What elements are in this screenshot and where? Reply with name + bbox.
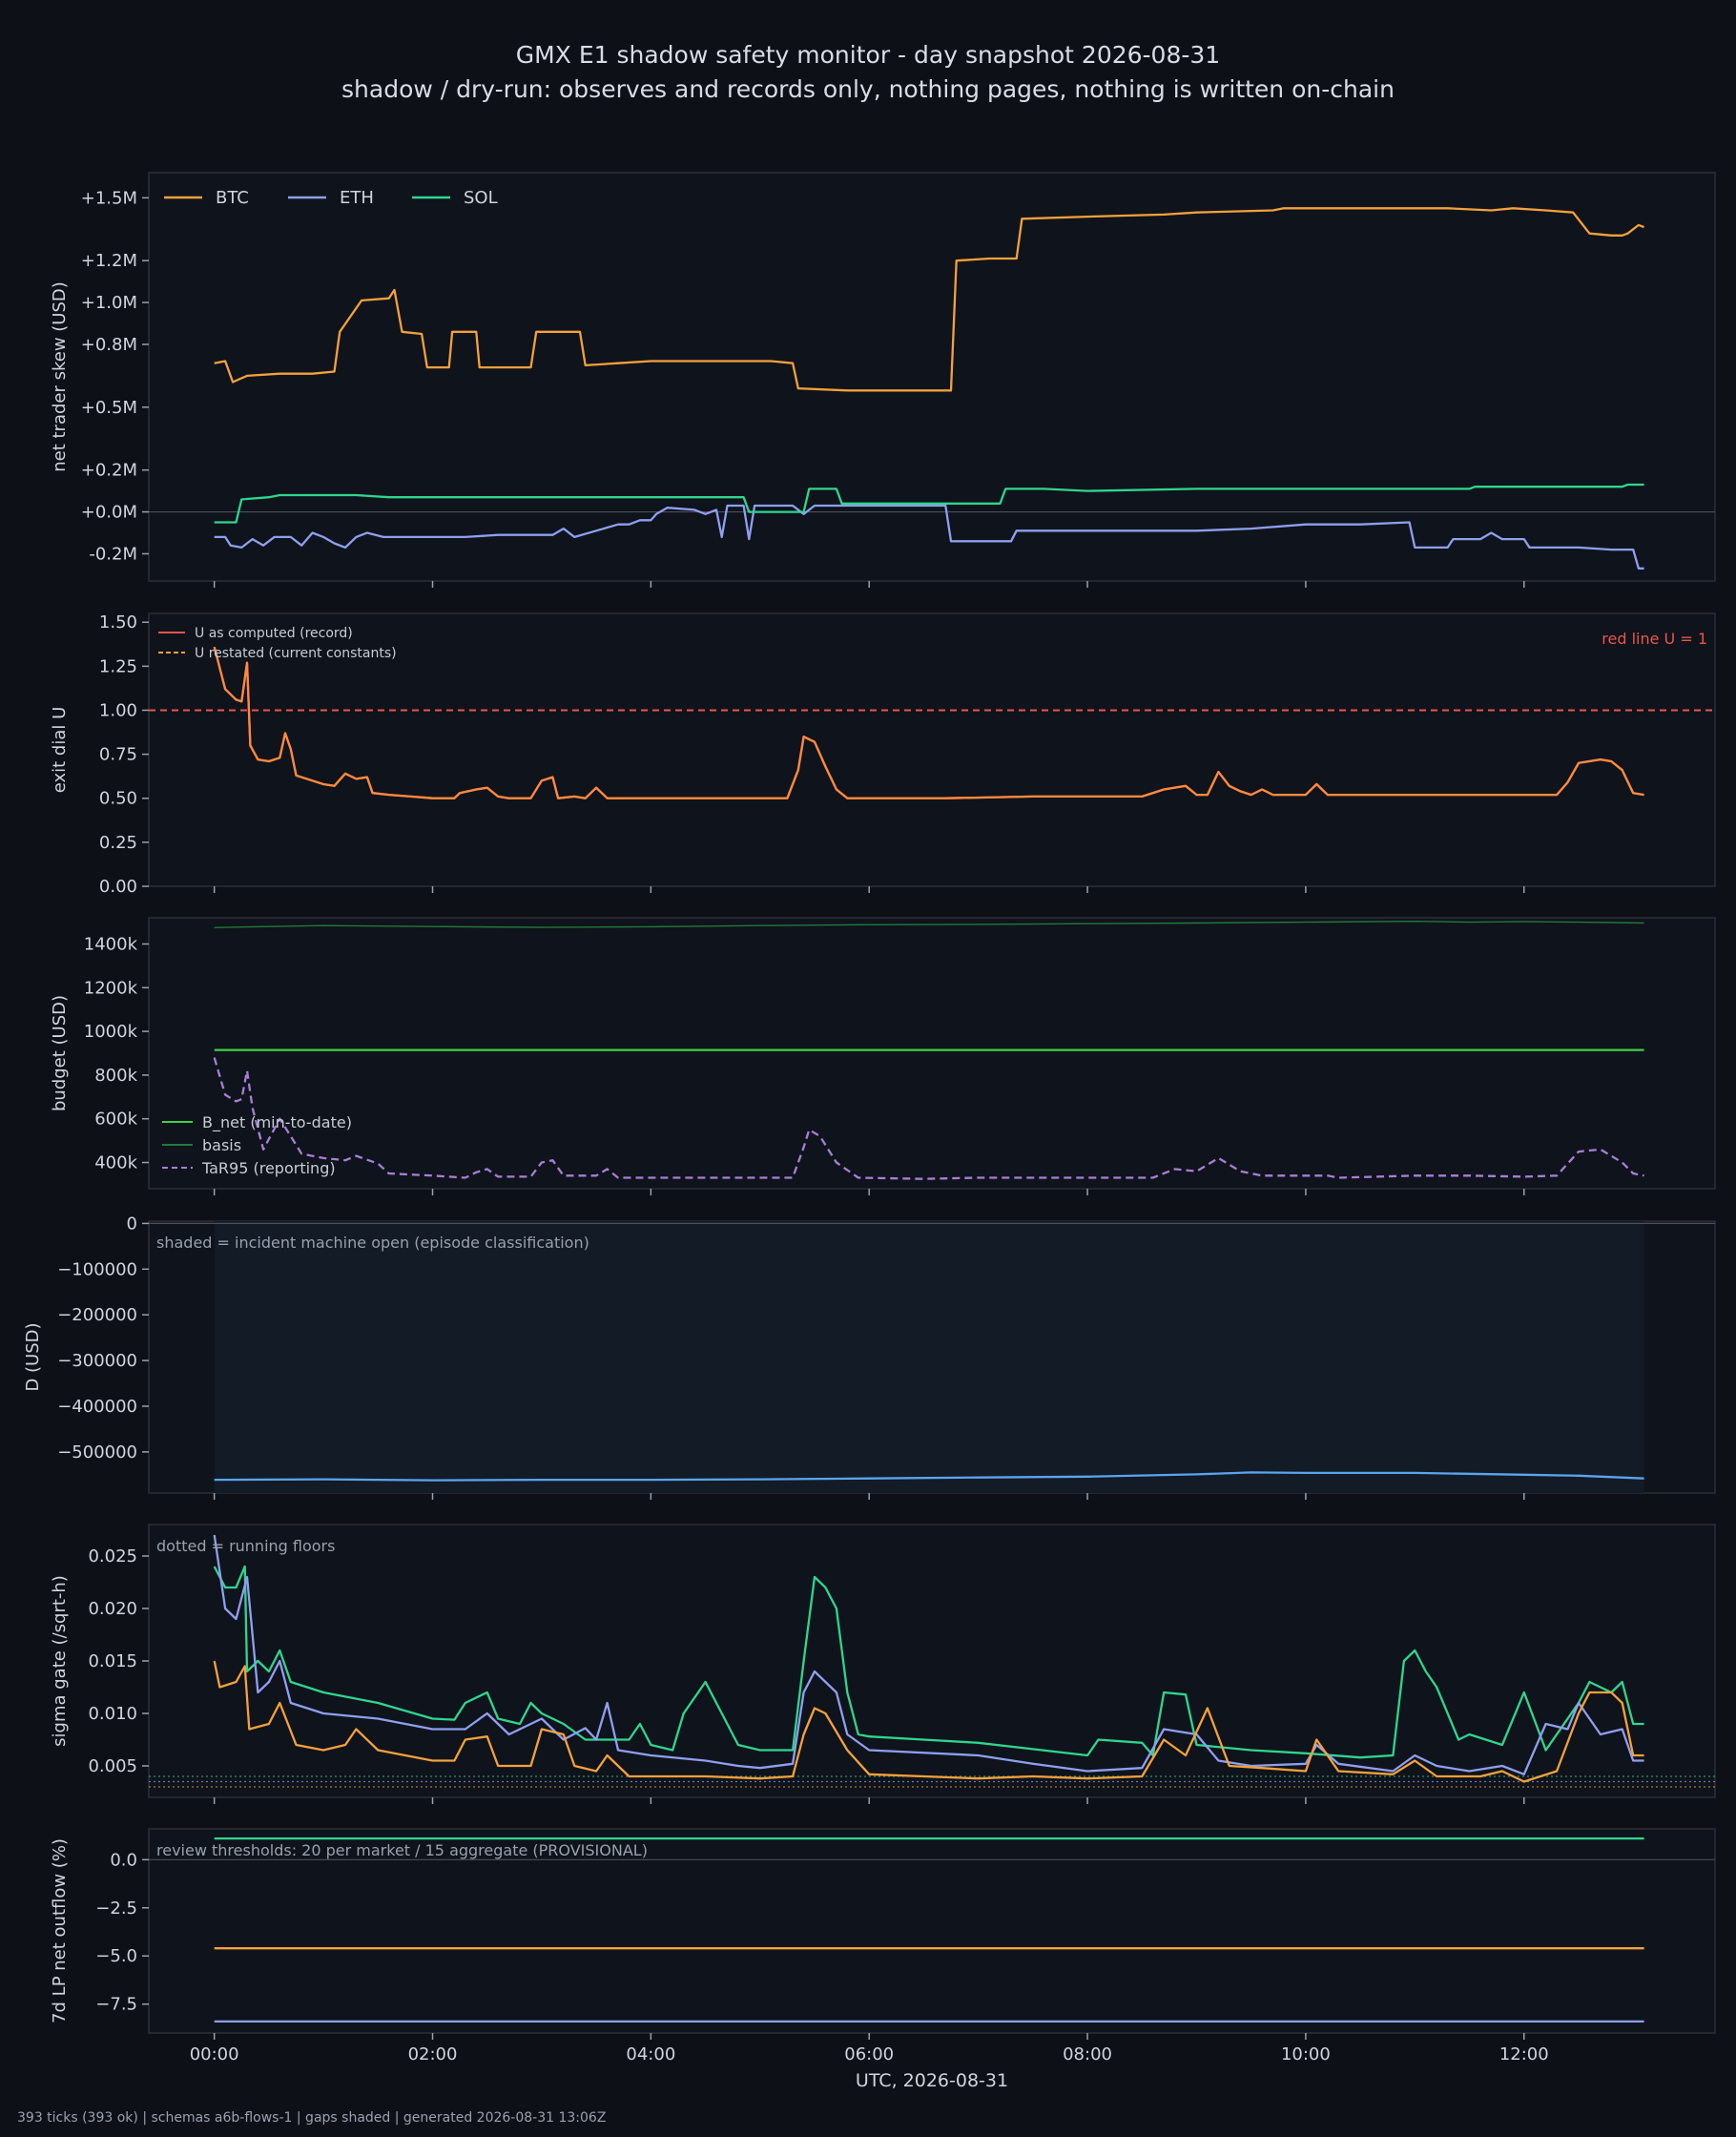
y-tick-label: 0.020 [88, 1599, 137, 1619]
x-tick-label: 12:00 [1499, 2044, 1549, 2064]
panel-drawdown: −500000 −400000 −300000 −200000 −100000 0 D (U… [23, 1214, 1716, 1500]
series-line-sol [213, 1565, 1644, 1759]
panel-skew: -0.2M +0.0M +0.2M +0.5M +0.8M +1.0M +1.2M +1.5M… [50, 172, 1716, 588]
y-tick-label: 400k [94, 1153, 137, 1173]
y-tick-label: +0.8M [81, 335, 137, 355]
legend-entry: SOL [412, 188, 498, 208]
y-tick-label: 1200k [84, 978, 138, 998]
legend-label: B_net (min-to-date) [202, 1113, 352, 1132]
y-tick-label: −400000 [57, 1397, 137, 1417]
x-tick-label: 06:00 [844, 2044, 894, 2064]
y-tick-label: +1.0M [81, 293, 137, 313]
plot-area [148, 917, 1716, 1190]
series-line-eth [213, 1534, 1644, 1775]
legend-label: SOL [464, 188, 498, 208]
panel-lp_outflow: −7.5 −5.0 −2.5 0.0 00:00 02:00 04:00 06:00 08:00… [50, 1828, 1716, 2091]
y-axis-label: sigma gate (/sqrt-h) [50, 1575, 70, 1747]
y-tick-label: +0.2M [81, 461, 137, 481]
series-line-sol [214, 483, 1644, 524]
series-line-basis [214, 921, 1644, 928]
legend-label: basis [202, 1136, 241, 1154]
y-tick-label: −5.0 [95, 1946, 137, 1966]
footer-status: 393 ticks (393 ok) | schemas a6b-flows-1… [17, 2110, 607, 2126]
y-tick-label: −500000 [57, 1442, 137, 1463]
series-line-d [214, 1471, 1644, 1482]
y-tick-label: 0 [127, 1214, 137, 1234]
x-tick-label: 00:00 [190, 2044, 239, 2064]
y-tick-label: 0.00 [99, 877, 137, 897]
y-axis-label: budget (USD) [50, 995, 70, 1111]
y-tick-label: +1.2M [81, 251, 137, 271]
y-tick-label: 0.25 [99, 833, 137, 853]
y-tick-label: 0.005 [88, 1756, 137, 1776]
x-tick-label: 10:00 [1281, 2044, 1331, 2064]
plot-area [148, 172, 1716, 582]
legend-label: ETH [340, 188, 374, 208]
plot-area [148, 1524, 1716, 1798]
legend-label: TaR95 (reporting) [201, 1159, 336, 1177]
y-tick-label: 0.025 [88, 1546, 137, 1566]
y-tick-label: 1400k [84, 934, 138, 954]
panel-annotation: review thresholds: 20 per market / 15 ag… [156, 1841, 648, 1859]
y-tick-label: 1.00 [99, 700, 137, 720]
legend-entry: BTC [164, 188, 249, 208]
panel-exit_dial: 0.00 0.25 0.50 0.75 1.00 1.25 1.50 exit dial U r… [50, 612, 1716, 897]
legend-entry: TaR95 (reporting) [162, 1159, 336, 1177]
legend-entry: basis [162, 1136, 241, 1154]
y-tick-label: +0.0M [81, 503, 137, 523]
series-line-btc [213, 1660, 1644, 1783]
annotation-red-line: red line U = 1 [1602, 630, 1707, 648]
legend-entry: U as computed (record) [158, 626, 353, 641]
y-tick-label: 1.50 [99, 612, 137, 633]
y-tick-label: 0.0 [110, 1850, 137, 1870]
legend-entry: ETH [288, 188, 374, 208]
y-tick-label: 1000k [84, 1022, 138, 1042]
legend-label: U restated (current constants) [195, 646, 397, 661]
y-tick-label: −200000 [57, 1305, 137, 1325]
x-tick-label: 04:00 [626, 2044, 675, 2064]
series-line-tar95-reporting- [213, 1057, 1644, 1180]
legend-label: BTC [216, 188, 249, 208]
y-tick-label: 800k [94, 1066, 137, 1086]
y-tick-label: -0.2M [89, 544, 137, 564]
y-axis-label: D (USD) [23, 1322, 43, 1391]
y-tick-label: 1.25 [99, 656, 137, 676]
x-axis-label: UTC, 2026-08-31 [856, 2070, 1008, 2091]
y-tick-label: 0.75 [99, 745, 137, 765]
y-axis-label: 7d LP net outflow (%) [50, 1838, 70, 2023]
series-line-eth [214, 504, 1644, 570]
chart-title: GMX E1 shadow safety monitor - day snaps… [515, 41, 1221, 69]
y-tick-label: −7.5 [95, 1995, 137, 2015]
y-tick-label: −2.5 [95, 1898, 137, 1919]
legend-entry: B_net (min-to-date) [162, 1113, 352, 1132]
plot-area [148, 1828, 1716, 2034]
y-tick-label: 0.010 [88, 1704, 137, 1724]
legend-label: U as computed (record) [195, 626, 353, 641]
y-tick-label: 0.50 [99, 789, 137, 809]
series-line-u-restated [213, 646, 1644, 799]
legend-entry: U restated (current constants) [158, 646, 397, 661]
chart-subtitle: shadow / dry-run: observes and records o… [341, 75, 1395, 103]
panel-annotation: dotted = running floors [156, 1537, 335, 1555]
y-tick-label: −300000 [57, 1351, 137, 1371]
x-tick-label: 02:00 [408, 2044, 458, 2064]
panel-budget: 400k 600k 800k 1000k 1200k 1400k budget (USD) B… [50, 917, 1716, 1195]
y-tick-label: −100000 [57, 1259, 137, 1279]
y-axis-label: exit dial U [50, 707, 70, 794]
panel-annotation: shaded = incident machine open (episode … [156, 1234, 589, 1252]
y-tick-label: 0.015 [88, 1651, 137, 1671]
y-tick-label: +0.5M [81, 398, 137, 418]
y-tick-label: +1.5M [81, 188, 137, 208]
y-axis-label: net trader skew (USD) [50, 281, 70, 472]
series-line-btc [214, 207, 1645, 392]
panel-sigma: 0.005 0.010 0.015 0.020 0.025 sigma gate (/sq… [50, 1524, 1716, 1804]
incident-shade [214, 1221, 1644, 1493]
x-tick-label: 08:00 [1063, 2044, 1112, 2064]
plot-area [148, 612, 1716, 887]
y-tick-label: 600k [94, 1110, 137, 1130]
